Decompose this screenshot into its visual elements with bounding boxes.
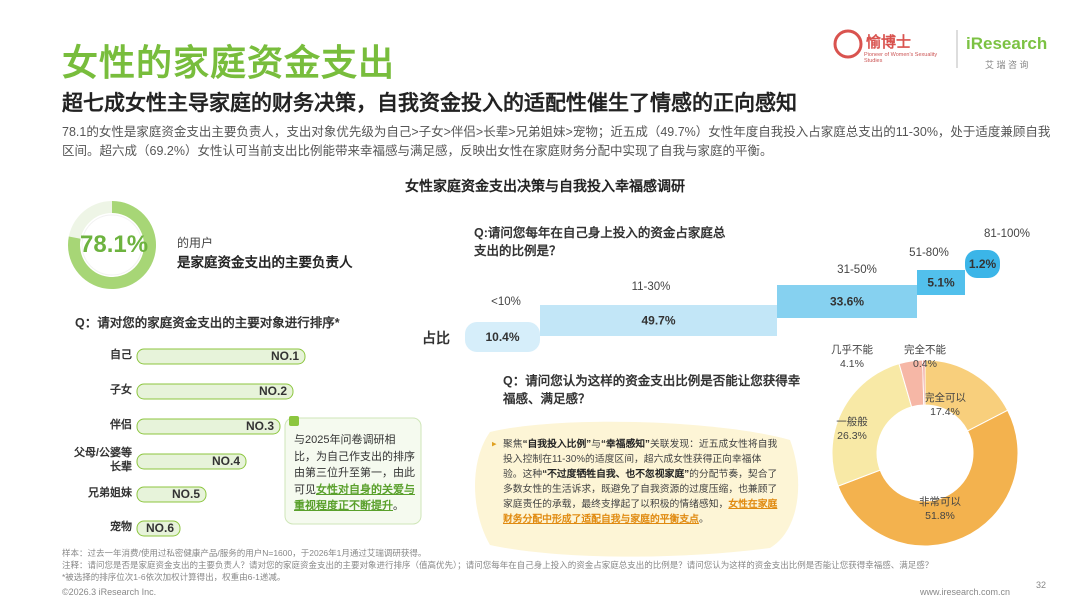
callout-segment: 。 <box>393 500 404 512</box>
rank-bar <box>136 453 247 470</box>
donut-category: 非常可以 <box>919 495 961 508</box>
callout-tab <box>289 416 299 426</box>
footer-note: 注释：请问您是否是家庭资金支出的主要负责人？请对您的家庭资金支出的主要对象进行排… <box>62 560 934 570</box>
ratio-step <box>465 322 540 352</box>
rank-label: NO.5 <box>172 487 200 501</box>
finding-box <box>475 421 799 557</box>
finding-segment: “幸福感知” <box>600 439 650 450</box>
donut-slice <box>831 363 913 487</box>
logo-tagline: Pioneer of Women's Sexuality Studies <box>864 52 938 64</box>
finding-segment: 关联发现：近五成女性将自我投入控制在11-30%的适度区间，超六成女性获得正向幸… <box>503 439 778 480</box>
finding-segment: “不过度牺牲自我、也不忽视家庭” <box>542 469 690 480</box>
footer-website: www.iresearch.com.cn <box>920 587 1011 597</box>
donut-category: 一般般 <box>836 415 868 428</box>
rank-label: NO.4 <box>212 454 240 468</box>
donut-value-label: 4.1% <box>840 358 864 370</box>
title: 女性的家庭资金支出 <box>62 42 396 83</box>
donut-value-label: 26.3% <box>837 430 867 442</box>
ratio-value-label: 5.1% <box>927 276 955 290</box>
page-number: 32 <box>1036 580 1047 590</box>
finding-text: 聚焦“自我投入比例”与“幸福感知”关联发现：近五成女性将自我投入控制在11-30… <box>503 437 779 527</box>
callout-box <box>284 417 422 525</box>
logo-partner-cn: 艾 瑞 咨 询 <box>985 60 1029 70</box>
ratio-question: Q:请问您每年在自己身上投入的资金占家庭总支出的比例是？ <box>474 226 726 258</box>
ratio-value-label: 33.6% <box>830 295 864 309</box>
donut-category: 完全不能 <box>904 343 946 356</box>
ratio-value-label: 10.4% <box>485 330 519 344</box>
responsible-line1: 的用户 <box>177 236 214 250</box>
donut-value-label: 0.4% <box>913 358 937 370</box>
rank-label: NO.6 <box>146 521 174 535</box>
ratio-category: 81-100% <box>984 228 1030 240</box>
footer-note2: *被选择的排序位次1-6依次加权计算得出，权重由6-1递减。 <box>62 572 286 582</box>
responsible-line2: 是家庭资金支出的主要负责人 <box>177 255 353 270</box>
donut-category: 几乎不能 <box>831 343 873 356</box>
ratio-category: 11-30% <box>632 281 671 293</box>
donut-slice <box>837 409 1019 547</box>
intro: 78.1的女性是家庭资金支出主要负责人，支出对象优先级为自己>子女>伴侣>长辈>… <box>62 125 1051 158</box>
logo-mark <box>833 29 863 59</box>
rank-item: 伴侣 <box>110 419 132 431</box>
rank-item: 宠物 <box>110 521 132 533</box>
footer-copyright: ©2026.3 iResearch Inc. <box>62 587 157 597</box>
finding-segment: 。 <box>698 514 709 525</box>
ratio-value-label: 1.2% <box>969 257 997 271</box>
bullet: ▸ <box>492 438 497 448</box>
donut-value-label: 51.8% <box>925 510 955 522</box>
rank-bar <box>136 383 294 400</box>
rank-label: NO.3 <box>246 419 274 433</box>
callout-text: 与2025年问卷调研相比，为自己作支出的排序由第三位升至第一，由此可见女性对自身… <box>294 432 416 515</box>
section-title: 女性家庭资金支出决策与自我投入幸福感调研 <box>405 178 685 194</box>
rank-item: 子女 <box>110 384 132 396</box>
ratio-step <box>540 305 777 336</box>
footer-sample: 样本：过去一年消费/使用过私密健康产品/服务的用户N=1600，于2026年1月… <box>62 548 427 558</box>
ring-inner <box>81 214 143 276</box>
finding-segment: “自我投入比例” <box>522 439 592 450</box>
ratio-step <box>777 285 917 318</box>
logo-brand: 愉博士 <box>866 34 912 51</box>
finding-segment: 女性在家庭财务分配中形成了适配自我与家庭的平衡支点 <box>503 499 778 525</box>
satisfaction-question: Q：请问您认为这样的资金支出比例是否能让您获得幸福感、满足感？ <box>503 374 801 406</box>
finding-segment: 与 <box>591 439 601 450</box>
rank-label: NO.1 <box>271 349 299 363</box>
donut-value-label: 17.4% <box>930 406 960 418</box>
ratio-category: 31-50% <box>837 264 877 276</box>
ratio-axis-label: 占比 <box>422 330 450 346</box>
rank-item: 兄弟姐妹 <box>88 487 132 499</box>
ratio-value-label: 49.7% <box>641 314 675 328</box>
callout-segment: 与2025年问卷调研相比，为自己作支出的排序由第三位升至第一，由此可见 <box>294 434 415 496</box>
donut-slice <box>922 359 926 406</box>
finding-segment: 的分配节奏，契合了多数女性的生活诉求，既避免了自我资源的过度压缩，也兼顾了家庭责… <box>503 469 778 510</box>
ratio-step <box>917 270 965 295</box>
rank-bar <box>136 486 207 503</box>
rank-item: 父母/公婆等长辈 <box>73 447 132 473</box>
rank-bar <box>136 520 181 537</box>
ratio-step <box>965 250 1000 278</box>
finding-segment: 聚焦 <box>503 439 523 450</box>
logo-partner: iResearch <box>966 34 1048 53</box>
donut-category: 完全可以 <box>924 391 966 404</box>
subtitle: 超七成女性主导家庭的财务决策，自我资金投入的适配性催生了情感的正向感知 <box>62 92 797 115</box>
ratio-category: 51-80% <box>909 247 949 259</box>
ratio-category: <10% <box>491 296 521 308</box>
ring-value-label: 78.1% <box>80 231 149 258</box>
ranking-question: Q：请对您的家庭资金支出的主要对象进行排序* <box>75 316 340 330</box>
rank-item: 自己 <box>110 349 132 361</box>
callout-segment: 女性对自身的关爱与重视程度正不断提升 <box>294 483 415 513</box>
rank-bar <box>136 348 306 365</box>
rank-bar <box>136 418 281 435</box>
rank-label: NO.2 <box>259 384 287 398</box>
